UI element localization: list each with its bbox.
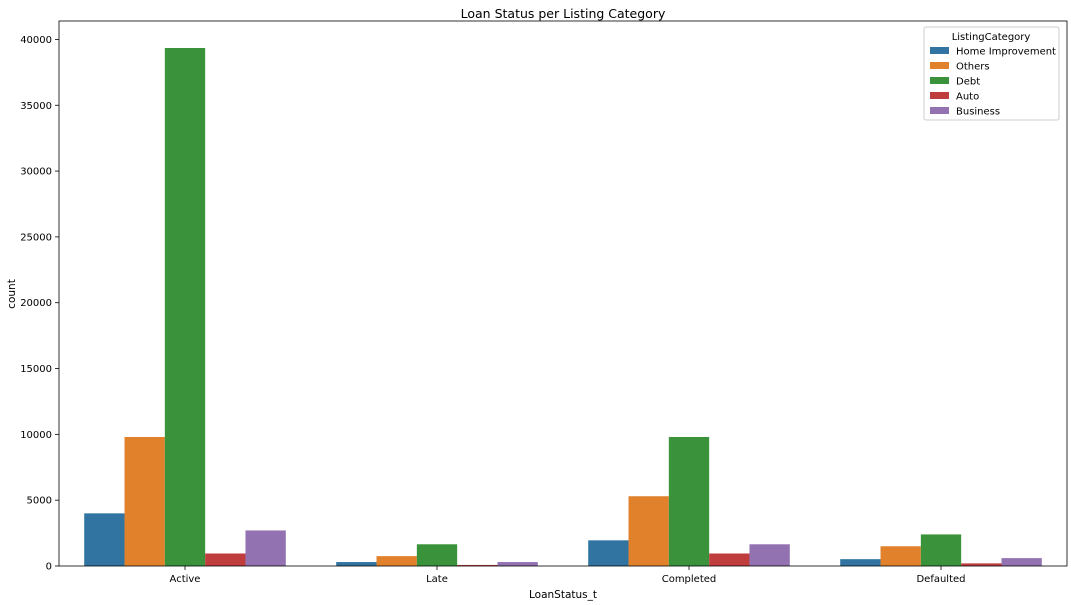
bar-active-home-improvement bbox=[84, 513, 125, 566]
legend-swatch bbox=[930, 107, 949, 114]
legend-label: Business bbox=[956, 107, 1000, 118]
bar-late-debt bbox=[416, 544, 458, 566]
legend-label: Others bbox=[956, 62, 990, 73]
x-tick-label: Active bbox=[170, 574, 201, 585]
bar-active-business bbox=[245, 530, 286, 566]
legend-frame bbox=[923, 26, 1060, 121]
y-tick-label: 20000 bbox=[20, 298, 52, 309]
legend-swatch bbox=[930, 92, 949, 99]
bar-active-debt bbox=[164, 47, 206, 567]
y-tick-label: 5000 bbox=[27, 496, 52, 507]
bar-completed-auto bbox=[709, 553, 750, 566]
legend-swatch bbox=[930, 47, 949, 54]
bar-active-auto bbox=[205, 553, 246, 566]
bar-active-others bbox=[124, 436, 165, 566]
bar-defaulted-debt bbox=[920, 534, 962, 566]
legend-label: Debt bbox=[956, 77, 980, 88]
plot-frame bbox=[58, 20, 1068, 567]
bar-late-others bbox=[376, 556, 417, 566]
bar-late-home-improvement bbox=[336, 562, 377, 566]
y-axis-label: count bbox=[6, 279, 18, 309]
y-tick-label: 0 bbox=[46, 562, 52, 573]
bar-defaulted-others bbox=[880, 546, 921, 566]
y-axis: 0 5000 10000 15000 20000 25000 30000 35000 40000 bbox=[20, 35, 59, 573]
bar-defaulted-business bbox=[1001, 558, 1042, 566]
y-tick-label: 15000 bbox=[20, 364, 52, 375]
x-tick-label: Defaulted bbox=[916, 574, 965, 585]
bar-completed-debt bbox=[668, 436, 710, 566]
bar-defaulted-home-improvement bbox=[840, 559, 881, 566]
x-axis-label: LoanStatus_t bbox=[529, 589, 597, 601]
bar-completed-home-improvement bbox=[588, 540, 629, 566]
legend-label: Auto bbox=[956, 92, 979, 103]
legend-title: ListingCategory bbox=[952, 32, 1031, 43]
legend-swatch bbox=[930, 62, 949, 69]
bars bbox=[84, 47, 1042, 567]
y-tick-label: 25000 bbox=[20, 232, 52, 243]
y-tick-label: 35000 bbox=[20, 101, 52, 112]
y-tick-label: 40000 bbox=[20, 35, 52, 46]
y-tick-label: 30000 bbox=[20, 167, 52, 178]
x-tick-label: Late bbox=[426, 574, 448, 585]
bar-completed-business bbox=[749, 544, 790, 566]
legend: ListingCategory Home Improvement Others De… bbox=[923, 26, 1060, 121]
legend-label: Home Improvement bbox=[956, 47, 1056, 58]
x-tick-label: Completed bbox=[662, 574, 717, 585]
bar-completed-others bbox=[628, 496, 669, 566]
bar-late-business bbox=[497, 562, 538, 566]
bar-defaulted-auto bbox=[961, 563, 1002, 566]
x-axis: Active Late Completed Defaulted bbox=[170, 566, 966, 585]
legend-swatch bbox=[930, 77, 949, 84]
chart-title: Loan Status per Listing Category bbox=[461, 6, 666, 21]
bar-late-auto bbox=[457, 564, 498, 566]
y-tick-label: 10000 bbox=[20, 430, 52, 441]
